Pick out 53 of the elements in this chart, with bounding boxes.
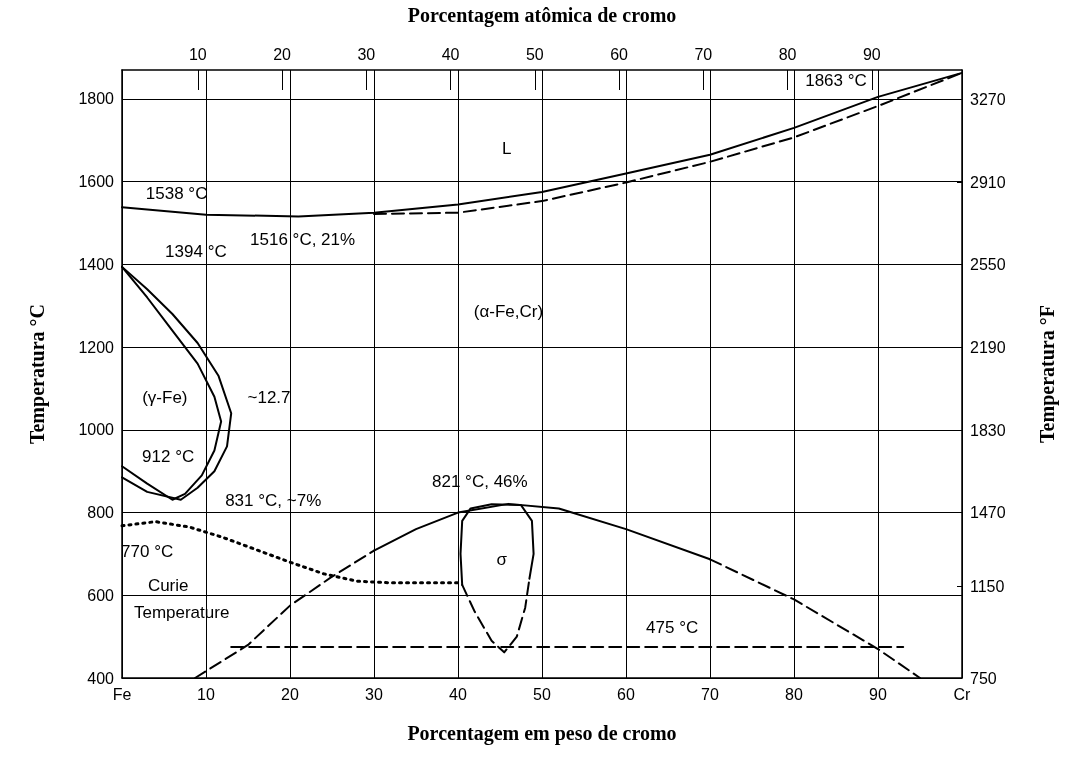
y-tick-label: 1000 (78, 421, 115, 439)
y2-tick-label: 1830 (970, 421, 1006, 439)
annotation: ~12.7 (247, 387, 291, 407)
x2-tick-label: 60 (610, 45, 629, 63)
annotation: Curie (147, 576, 189, 596)
x2-axis-title: Porcentagem atômica de cromo (407, 4, 677, 27)
x2-tick-label: 10 (188, 45, 207, 63)
y2-tick-label: 2190 (970, 338, 1006, 356)
y-axis-title: Temperatura °C (26, 303, 49, 445)
x-tick-label: 50 (533, 685, 551, 703)
x2-tick-label: 90 (862, 45, 881, 63)
x-tick-label: Fe (112, 685, 132, 703)
y2-tick-label: 2910 (970, 173, 1006, 191)
annotation: 475 °C (646, 618, 699, 638)
y-tick-label: 600 (87, 586, 115, 604)
y2-tick-label: 1150 (970, 577, 1005, 595)
annotation: L (501, 138, 512, 158)
annotation: 912 °C (142, 446, 195, 466)
y-tick-label: 1400 (78, 255, 115, 273)
y2-tick-label: 750 (970, 669, 997, 687)
x-tick-label: 70 (701, 685, 719, 703)
y-tick-label: 400 (87, 669, 115, 687)
annotation: 1516 °C, 21% (250, 229, 356, 249)
annotation: 1863 °C (805, 70, 867, 90)
x-tick-label: 40 (449, 685, 467, 703)
annotation: (α-Fe,Cr) (473, 302, 544, 322)
y2-tick-label: 1470 (970, 504, 1006, 522)
x2-tick-label: 50 (525, 45, 544, 63)
y-tick-label: 1800 (78, 90, 115, 108)
x2-tick-label: 40 (441, 45, 460, 63)
x-tick-label: 80 (785, 685, 803, 703)
x-tick-label: 20 (281, 685, 299, 703)
y2-tick-label: 2550 (970, 256, 1006, 274)
annotation: σ (496, 549, 508, 569)
x-axis-title: Porcentagem em peso de cromo (407, 722, 677, 745)
x-tick-label: 60 (617, 685, 635, 703)
y-tick-label: 1200 (78, 338, 115, 356)
annotation: 770 °C (121, 541, 174, 561)
annotation: (γ-Fe) (142, 387, 188, 407)
annotation: 1538 °C (145, 183, 208, 203)
x-tick-label: 10 (197, 685, 215, 703)
y2-axis-title: Temperatura °F (1036, 305, 1059, 443)
x-tick-label: 30 (365, 685, 383, 703)
y-tick-label: 1600 (78, 173, 115, 191)
y2-tick-label: 3270 (970, 90, 1006, 108)
x2-tick-label: 30 (357, 45, 376, 63)
x2-tick-label: 70 (694, 45, 713, 63)
y-tick-label: 800 (87, 504, 115, 522)
x2-tick-label: 20 (273, 45, 292, 63)
x2-tick-label: 80 (778, 45, 797, 63)
annotation: 1394 °C (165, 241, 227, 261)
x-tick-label: Cr (953, 685, 972, 703)
x-tick-label: 90 (869, 685, 887, 703)
